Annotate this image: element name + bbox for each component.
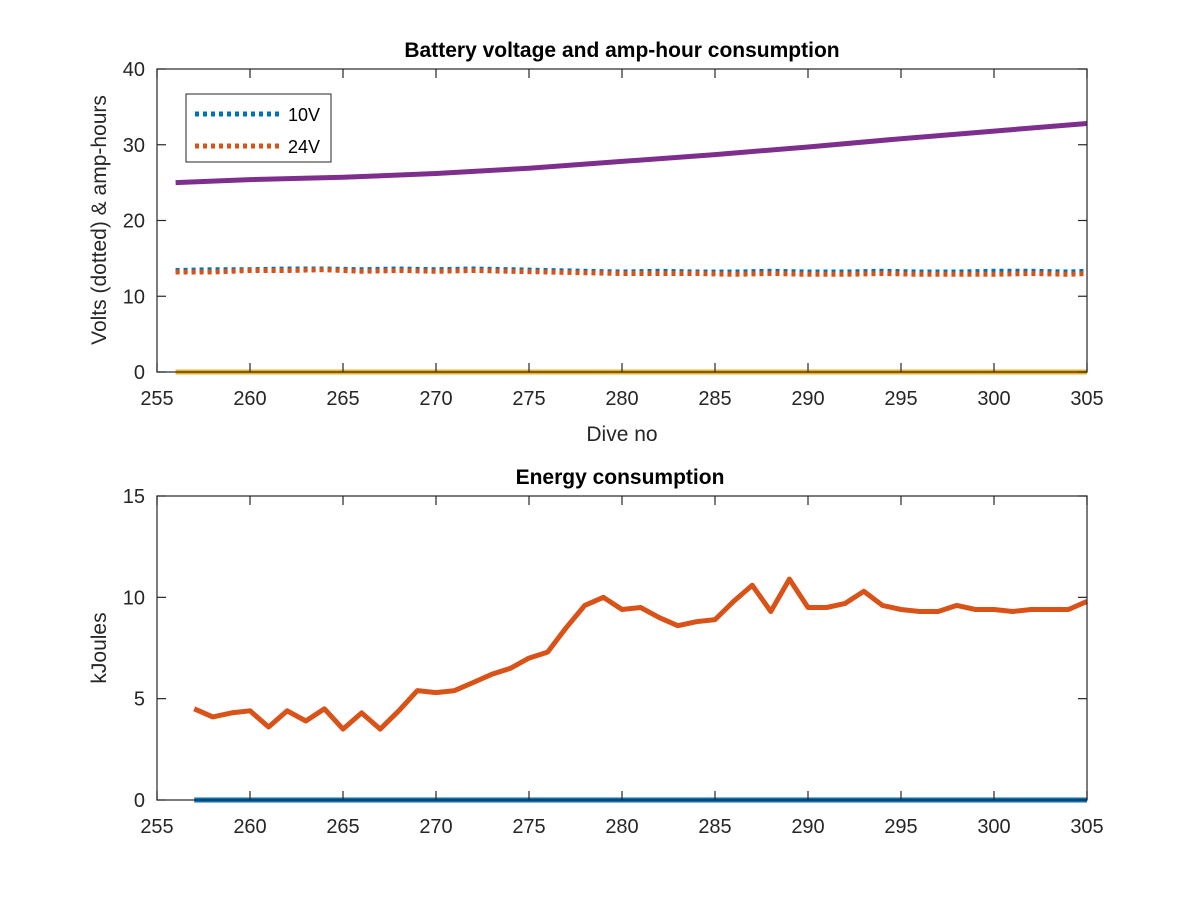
legend-label-24v: 24V <box>288 137 320 157</box>
y-axis-label: Volts (dotted) & amp-hours <box>88 95 111 345</box>
x-tick-label: 290 <box>791 388 824 410</box>
x-tick-label: 275 <box>512 816 545 838</box>
x-tick-label: 295 <box>884 816 917 838</box>
y-tick-label: 40 <box>123 59 145 81</box>
x-tick-label: 270 <box>419 816 452 838</box>
series-line-1 <box>193 576 1088 732</box>
series-line-3 <box>175 121 1088 186</box>
x-tick-label: 305 <box>1070 816 1103 838</box>
x-tick-label: 275 <box>512 388 545 410</box>
x-tick-label: 260 <box>233 388 266 410</box>
x-tick-label: 280 <box>605 388 638 410</box>
x-tick-label: 295 <box>884 388 917 410</box>
tick-layer: 255 260 265 270 275 280 285 290 295 300 305 0 10 20 30… <box>123 59 1104 410</box>
legend: 10V 24V <box>185 93 332 163</box>
x-tick-label: 260 <box>233 816 266 838</box>
x-tick-label: 255 <box>140 388 173 410</box>
x-tick-label: 255 <box>140 816 173 838</box>
tick-layer: 255 260 265 270 275 280 285 290 295 300 305 0 5 10 15 <box>123 486 1104 838</box>
energy-plot: 255 260 265 270 275 280 285 290 295 300 305051015 … <box>88 466 1104 838</box>
y-tick-label: 10 <box>123 587 145 609</box>
y-tick-label: 20 <box>123 211 145 233</box>
x-tick-label: 290 <box>791 816 824 838</box>
y-tick-label: 0 <box>134 790 145 812</box>
x-axis-label: Dive no <box>586 423 657 446</box>
x-tick-label: 270 <box>419 388 452 410</box>
x-tick-label: 265 <box>326 388 359 410</box>
y-tick-label: 5 <box>134 689 145 711</box>
x-tick-label: 285 <box>698 816 731 838</box>
plot-area <box>157 496 1087 800</box>
y-tick-label: 10 <box>123 286 145 308</box>
y-tick-label: 0 <box>134 362 145 384</box>
x-tick-label: 265 <box>326 816 359 838</box>
legend-box <box>185 93 332 163</box>
x-tick-label: 285 <box>698 388 731 410</box>
y-axis-label: kJoules <box>88 612 111 683</box>
y-tick-label: 15 <box>123 486 145 508</box>
voltage-amphour-plot: 255 260 265 270 275 280 285 290 295 300 305 0 10 20 30… <box>88 39 1104 446</box>
legend-label-10v: 10V <box>288 105 320 125</box>
x-tick-label: 280 <box>605 816 638 838</box>
chart-title: Energy consumption <box>516 466 725 489</box>
y-tick-label: 30 <box>123 135 145 157</box>
x-tick-label: 305 <box>1070 388 1103 410</box>
x-tick-label: 300 <box>977 388 1010 410</box>
series-line-24v <box>175 267 1088 277</box>
chart-title: Battery voltage and amp-hour consumption <box>404 39 839 62</box>
x-tick-label: 300 <box>977 816 1010 838</box>
